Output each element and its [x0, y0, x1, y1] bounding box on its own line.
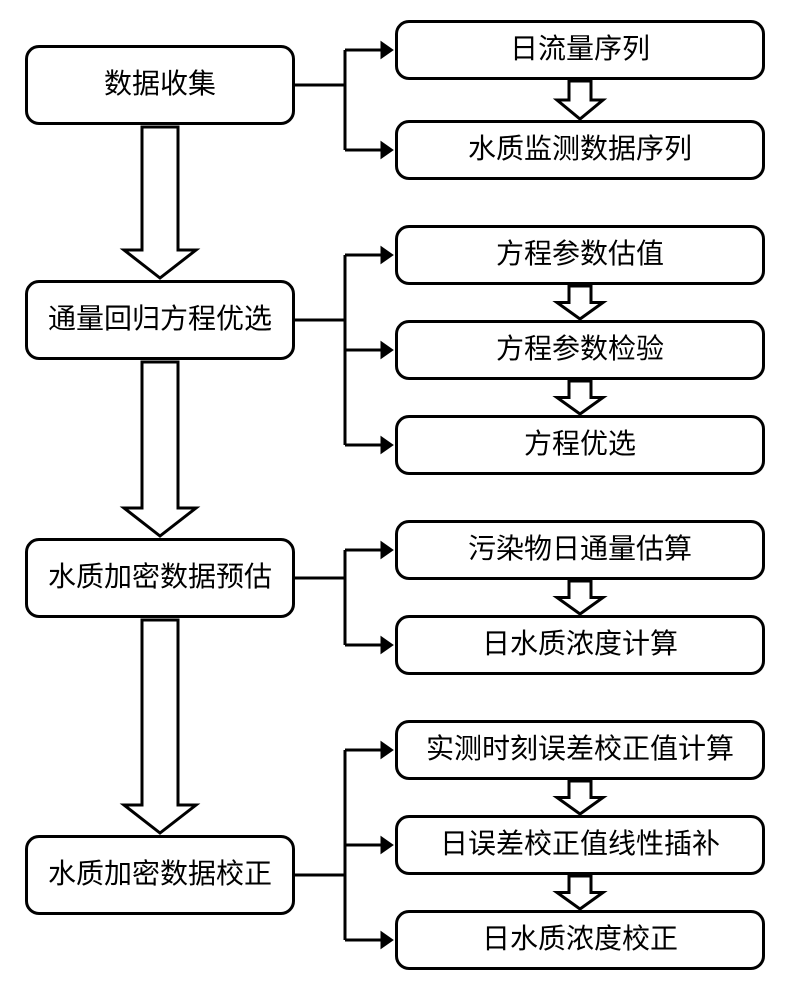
step-box-L1: 数据收集 — [25, 45, 295, 125]
sub-box-R4b: 日误差校正值线性插补 — [395, 815, 765, 875]
sub-box-R2c: 方程优选 — [395, 415, 765, 475]
step-box-L2: 通量回归方程优选 — [25, 280, 295, 360]
sub-box-R4c: 日水质浓度校正 — [395, 910, 765, 970]
step-box-L3: 水质加密数据预估 — [25, 538, 295, 618]
sub-box-R2a: 方程参数估值 — [395, 225, 765, 285]
sub-box-R3b: 日水质浓度计算 — [395, 615, 765, 675]
sub-box-R1b: 水质监测数据序列 — [395, 120, 765, 180]
flowchart-canvas: 数据收集通量回归方程优选水质加密数据预估水质加密数据校正 日流量序列水质监测数据序… — [0, 0, 799, 1000]
step-box-L4: 水质加密数据校正 — [25, 835, 295, 915]
sub-box-R3a: 污染物日通量估算 — [395, 520, 765, 580]
sub-box-R4a: 实测时刻误差校正值计算 — [395, 720, 765, 780]
sub-box-R1a: 日流量序列 — [395, 20, 765, 80]
sub-box-R2b: 方程参数检验 — [395, 320, 765, 380]
